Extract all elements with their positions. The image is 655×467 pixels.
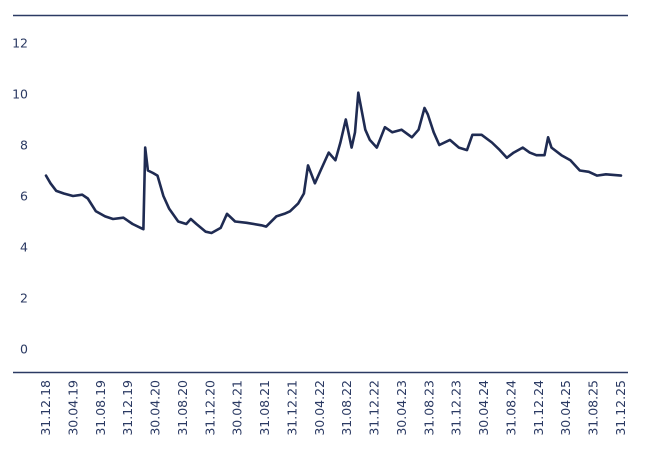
x-tick-label: 31.08.19: [93, 380, 108, 436]
y-tick-label: 10: [12, 87, 28, 102]
x-axis-ticks: 31.12.18 30.04.19 31.08.19 31.12.19 30.04.20…: [38, 380, 628, 436]
x-tick-label: 31.12.20: [202, 380, 217, 436]
series-line: [44, 91, 623, 235]
x-tick-label: 30.04.20: [148, 380, 163, 436]
x-tick-label: 31.12.18: [38, 380, 53, 436]
x-tick-label: 31.12.24: [531, 380, 546, 436]
y-tick-label: 8: [20, 138, 28, 153]
x-tick-label: 30.04.19: [65, 380, 80, 436]
x-tick-label: 31.08.20: [175, 380, 190, 436]
x-tick-label: 31.08.23: [421, 380, 436, 436]
x-tick-label: 30.04.23: [394, 380, 409, 436]
x-tick-label: 31.12.25: [613, 380, 628, 436]
x-tick-label: 31.12.23: [449, 380, 464, 436]
series-group: [44, 91, 623, 235]
x-tick-label: 30.04.21: [230, 380, 245, 436]
y-tick-label: 2: [20, 291, 28, 306]
y-tick-label: 12: [12, 36, 28, 51]
x-tick-label: 31.12.19: [120, 380, 135, 436]
x-tick-label: 30.04.22: [312, 380, 327, 436]
x-tick-label: 30.04.25: [558, 380, 573, 436]
y-tick-label: 0: [20, 342, 28, 357]
x-tick-label: 31.12.21: [284, 380, 299, 436]
y-tick-label: 6: [20, 189, 28, 204]
y-tick-label: 4: [20, 240, 28, 255]
y-axis-ticks: 0 2 4 6 8 10 12: [12, 36, 28, 357]
x-tick-label: 31.08.25: [586, 380, 601, 436]
x-tick-label: 31.08.21: [257, 380, 272, 436]
x-tick-label: 31.08.24: [503, 380, 518, 436]
x-tick-label: 31.12.22: [367, 380, 382, 436]
x-tick-label: 31.08.22: [339, 380, 354, 436]
x-tick-label: 30.04.24: [476, 380, 491, 436]
